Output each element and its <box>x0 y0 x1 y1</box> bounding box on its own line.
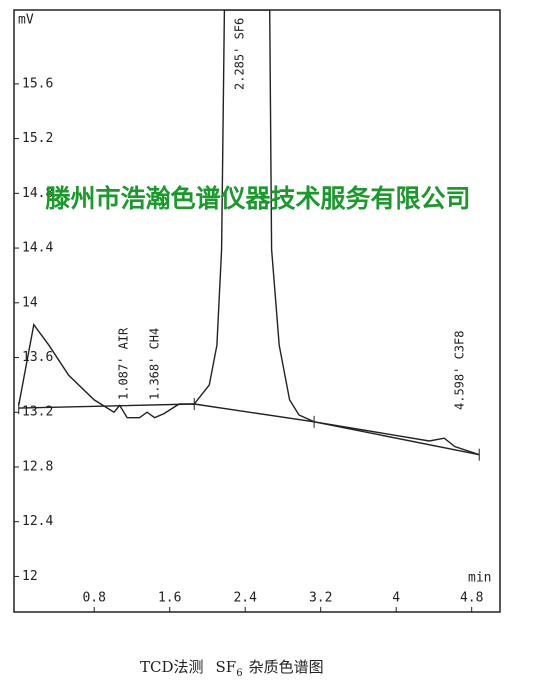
y-tick-label: 14.4 <box>22 241 53 256</box>
caption-subscript: 6 <box>236 668 242 679</box>
x-tick-label: 1.6 <box>158 591 181 606</box>
y-tick-label: 13.6 <box>22 350 53 365</box>
caption-rest: 杂质色谱图 <box>249 658 324 676</box>
x-axis-label: min <box>468 571 491 586</box>
y-tick-label: 12 <box>22 569 38 584</box>
caption: TCD法测 SF6 杂质色谱图 <box>140 658 324 679</box>
peak-label: 1.368' CH4 <box>148 328 162 400</box>
y-axis-label: mV <box>18 13 34 28</box>
peak-label: 2.285' SF6 <box>233 18 247 90</box>
x-tick-label: 0.8 <box>82 591 105 606</box>
x-tick-label: 2.4 <box>233 591 257 606</box>
plot-frame <box>13 9 501 613</box>
baseline <box>18 403 480 456</box>
signal-line <box>18 10 480 456</box>
x-tick-label: 4 <box>392 591 400 606</box>
caption-formula: SF <box>216 658 237 676</box>
watermark: 滕州市浩瀚色谱仪器技术服务有限公司 <box>45 184 470 213</box>
y-tick-label: 15.6 <box>22 76 53 91</box>
x-tick-label: 3.2 <box>309 591 332 606</box>
x-tick-label: 4.8 <box>460 591 483 606</box>
peak-label: 4.598' C3F8 <box>453 331 467 410</box>
y-tick-label: 15.2 <box>22 131 53 146</box>
y-tick-label: 14.8 <box>22 186 53 201</box>
y-tick-label: 12.4 <box>22 514 53 529</box>
peak-label: 1.087' AIR <box>117 327 131 400</box>
y-tick-label: 14 <box>22 295 38 310</box>
y-tick-label: 12.8 <box>22 459 53 474</box>
caption-main: TCD法测 <box>140 658 204 676</box>
